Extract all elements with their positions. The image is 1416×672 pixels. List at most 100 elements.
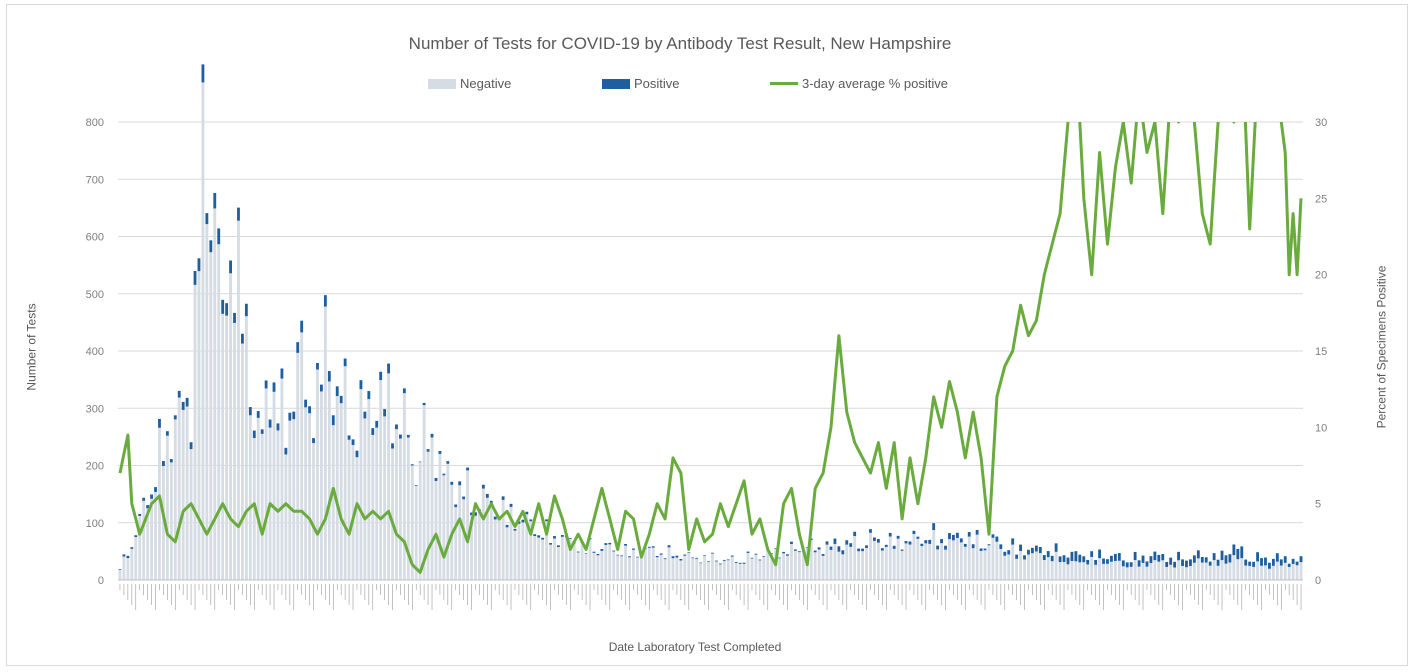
bar-positive [853, 531, 857, 537]
bar-negative [1046, 557, 1050, 580]
bar-positive [900, 549, 904, 551]
bar-positive [1264, 557, 1267, 566]
bar-negative [434, 480, 438, 580]
bar-positive [225, 303, 229, 316]
bar-positive [395, 424, 398, 430]
bar-negative [1090, 556, 1094, 580]
bar-positive [1208, 561, 1212, 566]
bar-negative [146, 508, 150, 580]
bar-positive [841, 550, 845, 555]
bar-negative [177, 397, 181, 580]
bar-negative [837, 551, 841, 580]
bar-negative [703, 555, 706, 580]
bar-negative [1129, 566, 1133, 580]
bar-positive [711, 552, 714, 554]
bar-positive [707, 561, 710, 562]
bar-positive [481, 484, 485, 489]
bar-negative [707, 561, 710, 580]
bar-negative [399, 438, 402, 580]
y2-axis-title: Percent of Specimens Positive [1374, 265, 1389, 429]
bar-positive [509, 503, 513, 507]
bar-positive [861, 548, 864, 552]
bar-negative [422, 405, 426, 580]
bar-positive [604, 543, 608, 545]
bar-negative [549, 544, 552, 580]
bar-negative [387, 373, 390, 580]
bar-negative [272, 391, 276, 580]
bar-negative [1256, 561, 1259, 580]
bar-positive [742, 562, 746, 564]
bar-negative [560, 536, 564, 580]
bar-positive [1074, 551, 1078, 562]
bar-positive [730, 555, 734, 557]
bar-negative [928, 543, 932, 580]
bar-positive [754, 553, 758, 555]
bar-negative [715, 561, 718, 580]
bar-negative [948, 539, 951, 580]
bar-positive [399, 434, 402, 439]
bar-negative [584, 553, 588, 580]
bar-negative [876, 542, 880, 580]
bar-positive [904, 541, 908, 544]
bar-negative [833, 543, 837, 580]
bar-positive [608, 542, 612, 545]
bar-negative [158, 427, 161, 580]
bar-negative [782, 553, 785, 580]
bar-positive [1157, 554, 1161, 562]
bar-negative [568, 539, 572, 580]
bar-negative [841, 554, 845, 580]
bar-negative [944, 549, 947, 580]
bar-positive [260, 429, 264, 434]
bar-negative [256, 417, 260, 580]
bar-negative [1169, 564, 1173, 580]
bar-negative [1279, 565, 1283, 580]
bar-positive [746, 551, 750, 553]
bar-positive [391, 443, 394, 449]
bar-negative [241, 343, 244, 580]
bar-positive [655, 556, 659, 558]
bar-positive [1125, 562, 1129, 568]
bar-positive [805, 546, 809, 548]
bar-negative [580, 543, 584, 580]
bar-negative [150, 498, 153, 580]
bar-positive [138, 513, 142, 516]
bar-negative [616, 555, 620, 580]
bar-positive [1078, 554, 1082, 563]
bar-negative [809, 539, 813, 580]
bar-positive [162, 460, 165, 467]
bar-negative [940, 543, 943, 580]
bar-negative [248, 415, 252, 580]
bar-negative [320, 391, 323, 580]
bar-positive [414, 485, 418, 486]
legend-swatch-positive [602, 78, 630, 89]
bar-positive [817, 547, 821, 550]
bar-positive [1295, 561, 1299, 566]
bar-positive [1106, 559, 1109, 564]
bar-negative [592, 552, 596, 580]
bar-negative [643, 548, 647, 580]
bar-positive [446, 461, 450, 464]
y-tick-label: 200 [86, 461, 104, 473]
bar-positive [726, 559, 730, 561]
bar-positive [1066, 557, 1070, 565]
bar-positive [912, 530, 916, 534]
bar-negative [1299, 562, 1303, 580]
bar-positive [1287, 563, 1291, 567]
bar-negative [778, 558, 782, 580]
bar-negative [726, 560, 730, 580]
bar-negative [173, 419, 177, 580]
bar-positive [1169, 557, 1173, 565]
bar-negative [600, 550, 604, 580]
bar-negative [414, 485, 418, 580]
bar-negative [327, 381, 331, 580]
bar-negative [967, 536, 971, 580]
bar-negative [671, 558, 675, 580]
bar-positive [402, 388, 406, 394]
bar-positive [276, 423, 280, 431]
bar-negative [217, 244, 221, 581]
bar-positive [1082, 556, 1086, 563]
bar-negative [237, 220, 240, 580]
bar-positive [521, 519, 525, 523]
bar-positive [501, 496, 505, 500]
bar-positive [122, 554, 126, 557]
